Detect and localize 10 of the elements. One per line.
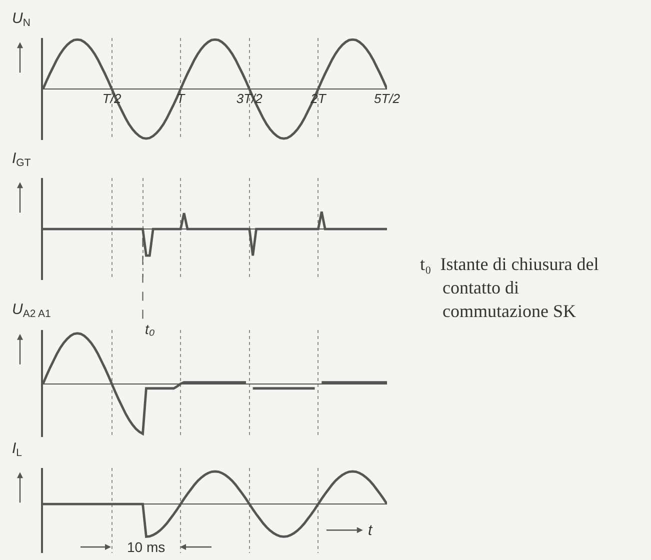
y-axis-title: U$_{N}$ xyxy=(12,10,30,30)
text: t₀ Istante di chiusura del contatto di commutazione SK xyxy=(420,254,599,321)
x-tick-label: T xyxy=(176,91,186,106)
y-axis-title: I$_{GT}$ xyxy=(12,150,32,170)
category-label: t₀ xyxy=(145,321,155,337)
text: 10 ms xyxy=(127,539,166,555)
y-axis-title: U$_{A2 A1}$ xyxy=(12,301,52,320)
y-axis-title: I$_{L}$ xyxy=(12,440,22,460)
x-axis-title: t xyxy=(368,522,373,539)
x-tick-label: 5T/2 xyxy=(374,91,401,106)
